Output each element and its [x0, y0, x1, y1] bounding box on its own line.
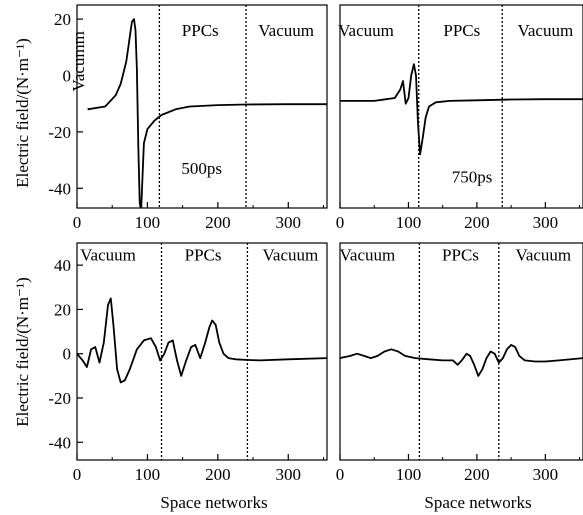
x-tick-label: 100 — [396, 465, 422, 484]
x-tick-label: 300 — [276, 213, 302, 232]
region-label-2: PPCs — [443, 21, 480, 40]
region-label-1: Vacuum — [338, 21, 394, 40]
x-tick-label: 0 — [73, 213, 82, 232]
y-tick-label: 0 — [63, 66, 72, 85]
x-tick-label: 0 — [336, 213, 345, 232]
plot-frame — [339, 242, 583, 461]
time-annotation: 750ps — [452, 168, 493, 187]
x-tick-label: 200 — [464, 213, 490, 232]
y-tick-label: -20 — [48, 123, 71, 142]
y-tick-label: -40 — [48, 433, 71, 452]
x-tick-label: 0 — [73, 465, 82, 484]
region-label-2: PPCs — [185, 246, 222, 265]
region-label-2: PPCs — [442, 246, 479, 265]
y-axis-title-top: Electric field/(N·m⁻¹) — [13, 38, 32, 188]
x-tick-label: 300 — [533, 465, 559, 484]
time-annotation: 500ps — [181, 159, 222, 178]
x-tick-label: 300 — [533, 213, 559, 232]
x-tick-label: 100 — [396, 213, 422, 232]
electric-field-line — [340, 63, 583, 156]
plot-frame — [76, 242, 328, 461]
y-tick-label: 20 — [54, 300, 71, 319]
plot-frame — [76, 4, 328, 209]
x-axis-title-right: Space networks — [424, 493, 531, 512]
y-tick-label: 0 — [63, 345, 72, 364]
region-label-3: Vacuum — [258, 21, 314, 40]
x-tick-label: 100 — [135, 465, 161, 484]
electric-field-line — [340, 343, 583, 377]
region-label-3: Vacuum — [517, 21, 573, 40]
plot-frame — [339, 4, 583, 209]
panel-top-right: 0 100 200 300 Vacuum PPCs Vacuum 750ps — [336, 4, 583, 232]
region-label-3: Vacuum — [515, 246, 571, 265]
y-tick-label: -40 — [48, 179, 71, 198]
region-label-3: Vacuum — [263, 246, 319, 265]
x-tick-label: 200 — [205, 465, 231, 484]
y-tick-label: -20 — [48, 389, 71, 408]
panel-bottom-right: 0 100 200 300 Vacuum PPCs Vacuum — [336, 242, 583, 484]
x-tick-label: 100 — [135, 213, 161, 232]
electric-field-line — [77, 297, 327, 384]
x-tick-label: 200 — [205, 213, 231, 232]
region-label-1: Vacuum — [340, 246, 396, 265]
region-label-1: Vacumm — [69, 31, 88, 91]
y-tick-label: 20 — [54, 10, 71, 29]
x-tick-label: 200 — [464, 465, 490, 484]
y-axis-title-bottom: Electric field/(N·m⁻¹) — [13, 277, 32, 427]
region-label-2: PPCs — [182, 21, 219, 40]
x-tick-label: 0 — [336, 465, 345, 484]
y-tick-label: 40 — [54, 256, 71, 275]
x-axis-title-left: Space networks — [160, 493, 267, 512]
electric-field-line — [87, 18, 327, 208]
region-label-1: Vacuum — [80, 246, 136, 265]
x-tick-label: 300 — [276, 465, 302, 484]
